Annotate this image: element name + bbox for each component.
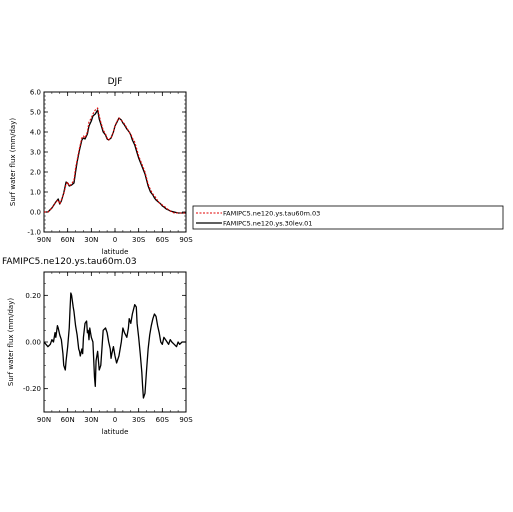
top-x-tick-label: 90S (179, 236, 193, 244)
bottom-y-tick-label: 0.20 (25, 292, 41, 300)
bottom-x-tick-label: 90S (179, 416, 193, 424)
legend-label-series-1: FAMIPC5.ne120.ys.tau60m.03 (223, 210, 320, 218)
top-x-tick-label: 0 (113, 236, 117, 244)
top-y-tick-label: 4.0 (30, 129, 41, 137)
bottom-series-lines (43, 292, 186, 399)
bottom-title: FAMIPC5.ne120.ys.tau60m.03 (2, 257, 137, 267)
top-x-tick-label: 30S (132, 236, 146, 244)
bottom-x-tick-label: 0 (113, 416, 117, 424)
bottom-x-tick-label: 60N (61, 416, 75, 424)
bottom-x-tick-label: 30N (84, 416, 98, 424)
top-y-ticks: -1.0 0.0 1.0 2.0 3.0 4.0 5.0 6.0 (27, 89, 186, 237)
legend-box (192, 205, 504, 230)
top-x-tick-label: 60N (61, 236, 75, 244)
top-y-tick-label: 2.0 (30, 169, 41, 177)
bottom-plot-frame (43, 271, 187, 413)
top-y-tick-label: 0.0 (30, 209, 41, 217)
bottom-x-tick-label: 60S (156, 416, 170, 424)
top-panel: DJF -1.0 0.0 1.0 2.0 3.0 4.0 5.0 6.0 90N 60N 30N 0… (9, 77, 193, 256)
top-x-tick-label: 90N (37, 236, 51, 244)
bottom-y-axis-label: Surf water flux (mm/day) (7, 298, 15, 386)
top-y-tick-label: 3.0 (30, 149, 41, 157)
top-series-line-1 (44, 107, 186, 214)
top-y-tick-label: 6.0 (30, 89, 41, 97)
bottom-x-ticks: 90N 60N 30N 0 30S 60S 90S (37, 272, 193, 424)
top-x-tick-label: 30N (84, 236, 98, 244)
top-series-line-2 (44, 109, 186, 214)
top-y-tick-label: 1.0 (30, 189, 41, 197)
top-y-axis-label: Surf water flux (mm/day) (9, 118, 17, 206)
top-y-tick-label: 5.0 (30, 109, 41, 117)
top-title: DJF (108, 77, 123, 87)
bottom-x-tick-label: 90N (37, 416, 51, 424)
legend-label-series-2: FAMIPC5.ne120.ys.30lev.01 (223, 220, 312, 228)
bottom-x-axis-label: latitude (102, 428, 129, 436)
bottom-x-tick-label: 30S (132, 416, 146, 424)
top-y-tick-label: -1.0 (27, 229, 41, 237)
bottom-panel: FAMIPC5.ne120.ys.tau60m.03 0.20 0.00 -0.20… (2, 257, 193, 436)
top-x-axis-label: latitude (102, 248, 129, 256)
top-x-ticks: 90N 60N 30N 0 30S 60S 90S (37, 92, 193, 244)
bottom-y-tick-label: 0.00 (25, 339, 41, 347)
top-x-tick-label: 60S (156, 236, 170, 244)
top-series-lines (44, 107, 186, 214)
bottom-y-tick-label: -0.20 (23, 385, 41, 393)
bottom-series-line-1 (43, 292, 186, 399)
legend: FAMIPC5.ne120.ys.tau60m.03 FAMIPC5.ne120… (192, 205, 504, 230)
top-plot-frame (43, 91, 187, 233)
